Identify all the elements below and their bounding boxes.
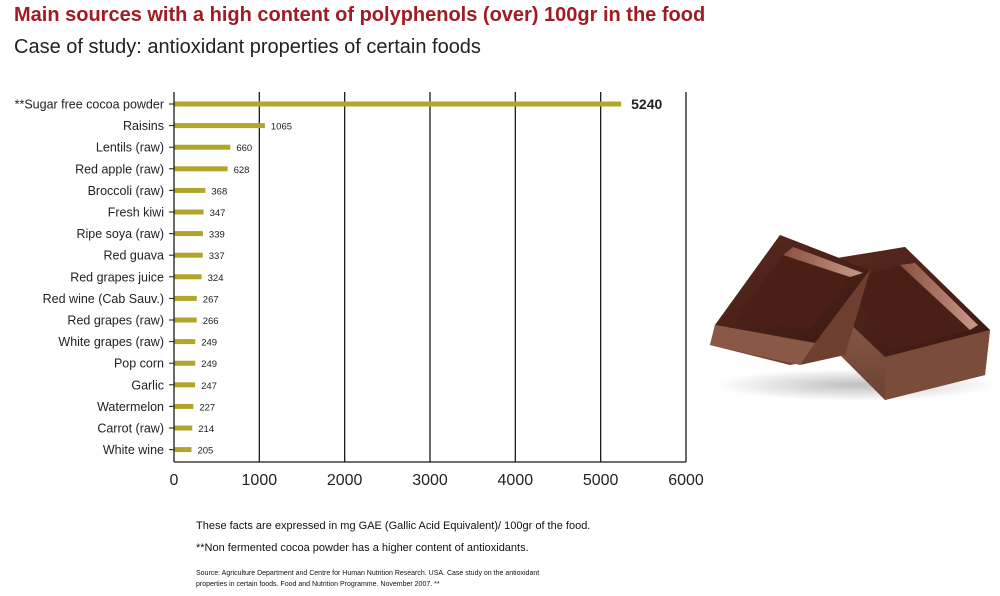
bar: [174, 403, 194, 409]
value-label: 214: [198, 424, 214, 435]
category-label: White grapes (raw): [58, 335, 164, 349]
category-label: Red wine (Cab Sauv.): [43, 292, 164, 306]
bar-chart: 0 1000 2000 3000 4000 5000 6000 **Sugar free co…: [15, 92, 704, 489]
category-label: Lentils (raw): [96, 141, 164, 155]
bar: [174, 274, 202, 280]
x-tick-label: 6000: [668, 472, 704, 489]
labels: 0 1000 2000 3000 4000 5000 6000 **Sugar free co…: [15, 96, 704, 489]
category-label: Raisins: [123, 119, 164, 133]
bar: [174, 101, 622, 107]
value-label: 247: [201, 381, 217, 392]
value-label: 266: [203, 316, 219, 327]
grid-lines: [258, 92, 687, 462]
category-label: Red grapes juice: [70, 270, 164, 284]
value-label: 368: [211, 186, 227, 197]
footnote: **Non fermented cocoa powder has a highe…: [196, 542, 529, 554]
category-label: Broccoli (raw): [88, 184, 164, 198]
value-label: 337: [209, 251, 225, 262]
bar: [174, 166, 228, 172]
value-label: 347: [210, 208, 226, 219]
value-label: 5240: [631, 96, 662, 112]
axes: [169, 92, 686, 463]
bar: [174, 252, 203, 258]
category-label: Red grapes (raw): [67, 314, 164, 328]
value-label: 249: [201, 338, 217, 349]
x-tick-label: 0: [170, 472, 179, 489]
bar: [174, 209, 204, 215]
chart-subtitle: Case of study: antioxidant properties of…: [14, 36, 481, 58]
units-note: These facts are expressed in mg GAE (Gal…: [196, 520, 591, 532]
value-label: 249: [201, 359, 217, 370]
category-label: Garlic: [131, 378, 164, 392]
category-label: Red apple (raw): [75, 162, 164, 176]
category-label: Pop corn: [114, 357, 164, 371]
value-label: 267: [203, 294, 219, 305]
bar: [174, 339, 196, 345]
category-label: Red guava: [104, 249, 165, 263]
bar: [174, 447, 192, 453]
bar: [174, 360, 196, 366]
x-tick-label: 3000: [412, 472, 448, 489]
category-label: White wine: [103, 443, 164, 457]
bar: [174, 144, 231, 150]
value-label: 339: [209, 230, 225, 241]
category-label: Carrot (raw): [97, 422, 164, 436]
value-label: 205: [197, 446, 213, 457]
bar: [174, 295, 197, 301]
chart-title: Main sources with a high content of poly…: [14, 4, 706, 26]
x-tick-label: 2000: [327, 472, 363, 489]
x-tick-label: 4000: [498, 472, 534, 489]
value-label: 1065: [271, 122, 292, 133]
bar: [174, 123, 265, 129]
bar: [174, 425, 193, 431]
category-label: **Sugar free cocoa powder: [15, 98, 164, 112]
category-label: Ripe soya (raw): [76, 227, 164, 241]
category-label: Fresh kiwi: [108, 206, 164, 220]
bars: [174, 101, 622, 453]
value-label: 628: [234, 165, 250, 176]
x-tick-label: 5000: [583, 472, 619, 489]
bar: [174, 231, 203, 237]
bar: [174, 187, 206, 193]
bar: [174, 317, 197, 323]
bar: [174, 382, 196, 388]
x-tick-label: 1000: [242, 472, 278, 489]
chocolate-pieces-photo: [710, 235, 995, 401]
value-label: 324: [208, 273, 224, 284]
value-label: 660: [236, 143, 252, 154]
source-note: Source: Agriculture Department and Centr…: [196, 570, 540, 588]
category-label: Watermelon: [97, 400, 164, 414]
value-label: 227: [199, 402, 215, 413]
